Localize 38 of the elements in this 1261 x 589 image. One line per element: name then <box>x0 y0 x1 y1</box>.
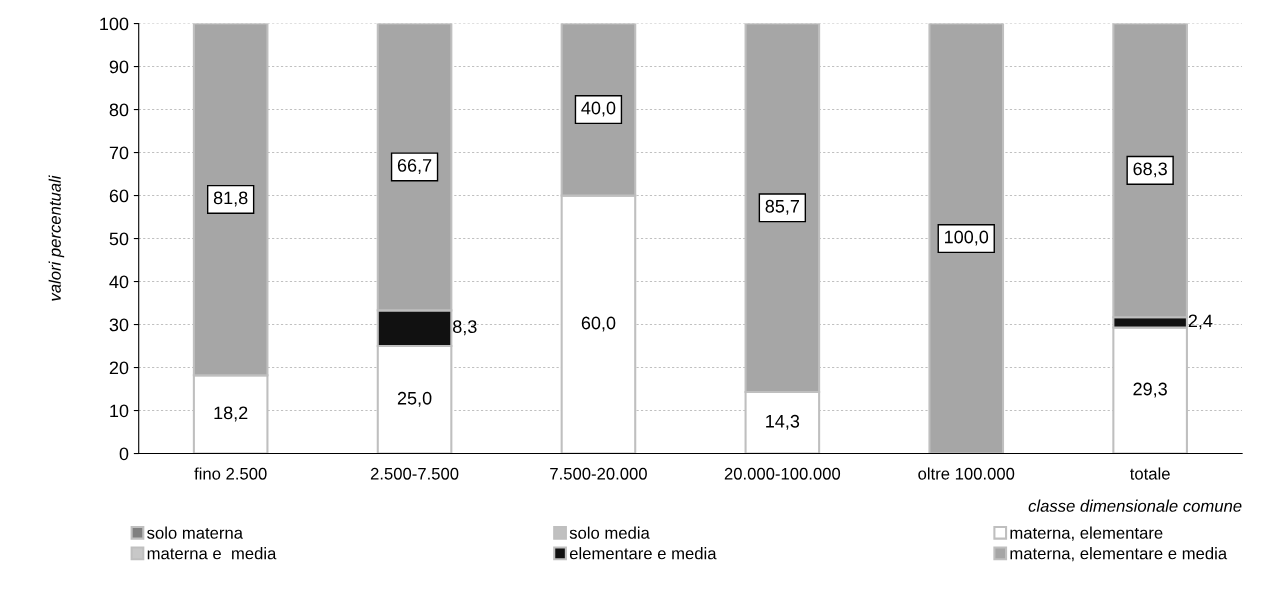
y-tick-label: 30 <box>109 318 129 332</box>
x-tick-label: fino 2.500 <box>194 467 267 480</box>
x-tick-label: 2.500-7.500 <box>370 467 459 480</box>
data-label: 8,3 <box>453 320 477 336</box>
y-tick-label: 60 <box>109 189 129 203</box>
data-label: 40,0 <box>581 101 616 117</box>
y-tick-label: 100 <box>100 17 129 31</box>
data-label: 29,3 <box>1133 382 1167 398</box>
y-axis-title: valori percentuali <box>48 175 65 301</box>
legend-label: materna e media <box>147 547 277 560</box>
y-tick-label: 80 <box>109 103 129 117</box>
legend-label: solo materna <box>147 526 243 539</box>
legend-label: materna, elementare e media <box>1010 547 1228 562</box>
data-label: 68,3 <box>1133 162 1167 178</box>
legend-label: solo media <box>569 526 650 539</box>
x-tick-label: 20.000-100.000 <box>724 467 841 480</box>
y-tick-label: 0 <box>119 447 129 461</box>
data-label: 14,3 <box>766 414 800 430</box>
data-label: 85,7 <box>765 199 800 215</box>
legend-label: elementare e media <box>569 547 717 560</box>
y-tick-label: 50 <box>109 232 129 246</box>
x-tick-label: totale <box>1130 467 1170 480</box>
data-label: 100,0 <box>945 230 989 246</box>
y-tick-label: 70 <box>109 146 129 160</box>
y-tick-label: 40 <box>109 275 129 289</box>
y-tick-label: 90 <box>109 60 129 74</box>
x-tick-label: 7.500-20.000 <box>550 467 647 480</box>
data-label: 2,4 <box>1188 314 1213 330</box>
y-tick-label: 10 <box>110 404 129 418</box>
data-label: 18,2 <box>214 406 248 422</box>
x-axis-title: classe dimensionale comune <box>1028 499 1242 512</box>
x-tick-label: oltre 100.000 <box>918 467 1015 480</box>
y-tick-label: 20 <box>109 361 129 375</box>
data-label: 66,7 <box>397 159 432 174</box>
data-label: 25,0 <box>397 391 432 407</box>
legend-label: materna, elementare <box>1010 526 1163 541</box>
data-label: 81,8 <box>213 191 248 207</box>
data-label: 60,0 <box>581 316 616 332</box>
